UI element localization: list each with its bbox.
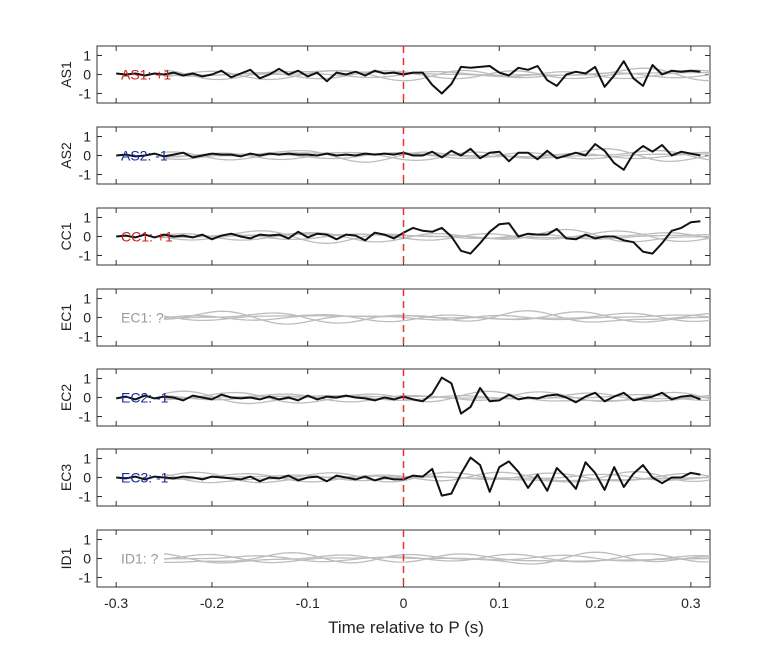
ensemble-trace [163,554,710,563]
y-tick-label: 0 [83,229,91,245]
panel-ec1: -1 0 1 EC1 EC1: ? [58,288,711,347]
x-tick-label: -0.1 [296,595,320,611]
waveform-trace [116,456,701,497]
panel-ec2: -1 0 1 EC2 EC2: -1 [58,368,711,427]
y-tick-label: -1 [79,248,92,264]
x-tick-label: 0.3 [681,595,701,611]
ensemble-trace [163,230,710,243]
panel-as1: -1 0 1 AS1 AS1: +1 [58,45,711,104]
y-tick-label: -1 [79,167,92,183]
y-axis-label: EC2 [58,384,74,411]
y-tick-label: 0 [83,148,91,164]
y-tick-label: 0 [83,470,91,486]
y-tick-label: -1 [79,570,92,586]
polarity-annotation: CC1: +1 [121,229,173,245]
ensemble-trace [163,551,710,565]
ensemble-trace [163,390,710,405]
waveform-trace [116,220,701,255]
y-axis-label: EC3 [58,464,74,491]
panel-group: -1 0 1 AS1 AS1: +1 -1 0 1 AS2 AS2: -1 -1 0 1 CC1 CC1: … [58,45,711,588]
y-tick-label: 1 [83,48,91,64]
panel-as2: -1 0 1 AS2 AS2: -1 [58,126,711,185]
panel-id1: -1 0 1 ID1 ID1: ? [58,529,711,588]
x-tick-label: 0.2 [585,595,605,611]
y-tick-label: 1 [83,129,91,145]
polarity-annotation: EC1: ? [121,310,164,326]
ensemble-trace [163,149,710,162]
ensemble-trace [163,69,710,81]
y-tick-label: 1 [83,210,91,226]
y-tick-label: -1 [79,86,92,102]
x-tick-label: 0 [400,595,408,611]
x-tick-label: -0.3 [104,595,128,611]
polarity-annotation: EC3: -1 [121,470,169,486]
y-tick-label: 1 [83,371,91,387]
ensemble-trace [163,232,710,241]
y-tick-label: 0 [83,390,91,406]
polarity-annotation: EC2: -1 [121,390,169,406]
y-tick-label: 0 [83,67,91,83]
panel-cc1: -1 0 1 CC1 CC1: +1 [58,207,711,266]
y-axis-label: AS2 [58,142,74,169]
ensemble-trace [164,472,710,483]
polarity-annotation: ID1: ? [121,551,159,567]
polarity-annotation: AS1: +1 [121,67,171,83]
y-tick-label: 1 [83,451,91,467]
x-axis-label: Time relative to P (s) [328,618,484,637]
y-tick-label: 1 [83,532,91,548]
polarity-annotation: AS2: -1 [121,148,168,164]
y-axis-label: ID1 [58,547,74,569]
y-axis-label: AS1 [58,61,74,88]
waveform-trace [116,143,701,171]
x-tick-label: 0.1 [490,595,510,611]
ensemble-trace [163,312,710,323]
waveform-trace [116,60,701,95]
ensemble-trace [163,553,710,564]
x-tick-labels: -0.3 -0.2 -0.1 0 0.1 0.2 0.3 [104,595,701,611]
y-axis-label: CC1 [58,222,74,250]
x-tick-label: -0.2 [200,595,224,611]
y-tick-label: -1 [79,409,92,425]
waveform-trace [116,376,701,415]
y-tick-label: -1 [79,489,92,505]
ensemble-trace [163,310,710,325]
ensemble-trace [163,314,710,321]
y-axis-label: EC1 [58,304,74,331]
y-tick-label: -1 [79,329,92,345]
y-tick-label: 0 [83,310,91,326]
ensemble-trace [163,228,710,244]
y-tick-label: 0 [83,551,91,567]
panel-ec3: -1 0 1 EC3 EC3: -1 [58,448,711,507]
y-tick-label: 1 [83,291,91,307]
